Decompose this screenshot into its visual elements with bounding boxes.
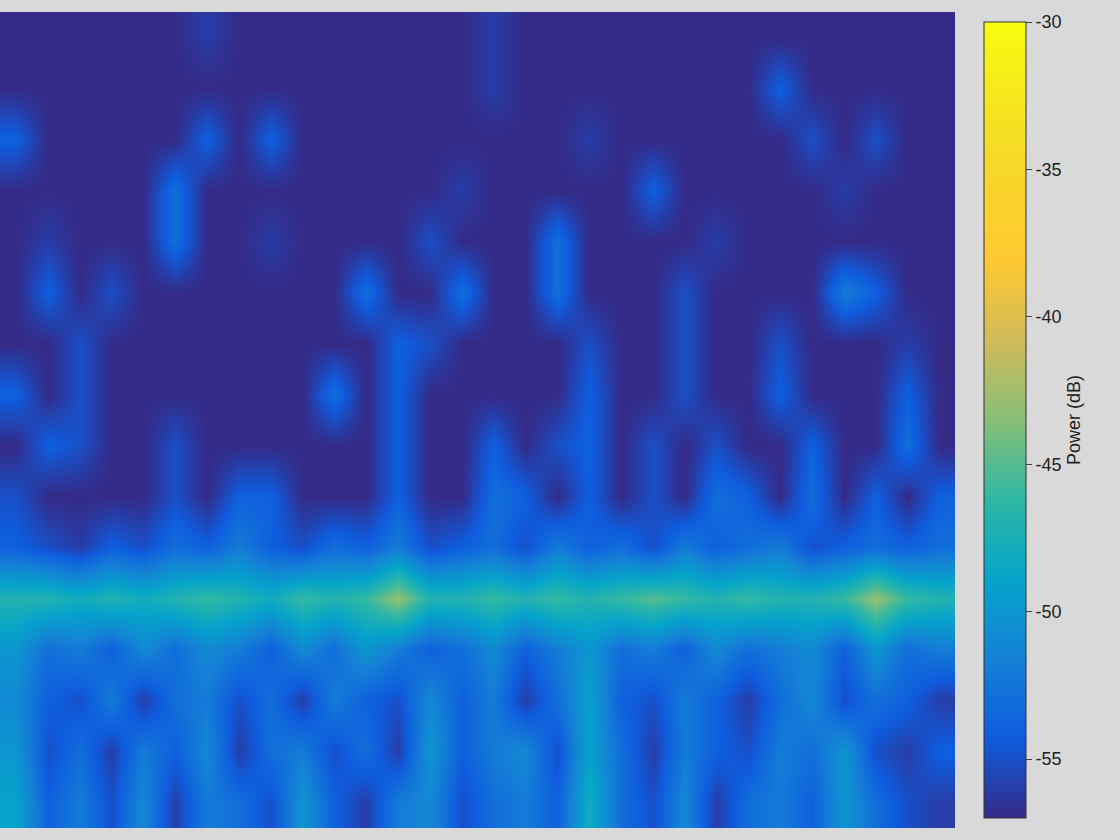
svg-text:-40: -40 [1036,307,1062,327]
svg-text:Power (dB): Power (dB) [1064,375,1084,465]
svg-text:-35: -35 [1036,160,1062,180]
svg-text:-30: -30 [1036,12,1062,32]
svg-text:-55: -55 [1036,749,1062,769]
svg-text:-50: -50 [1036,602,1062,622]
svg-text:-45: -45 [1036,455,1062,475]
